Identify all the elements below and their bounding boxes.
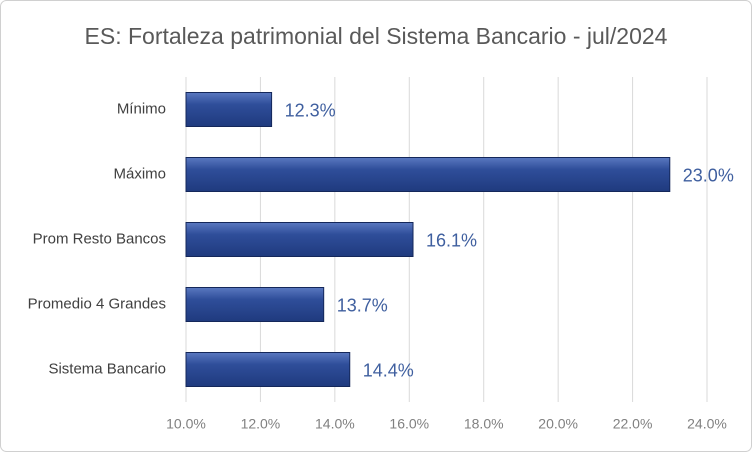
bar: [185, 157, 671, 192]
bar: [185, 287, 325, 322]
x-tick-label: 24.0%: [687, 416, 727, 432]
x-tick-label: 20.0%: [538, 416, 578, 432]
x-tick-label: 22.0%: [613, 416, 653, 432]
x-tick-label: 12.0%: [241, 416, 281, 432]
y-tick-label: Sistema Bancario: [48, 360, 166, 377]
x-tick-label: 16.0%: [389, 416, 429, 432]
chart-title: ES: Fortaleza patrimonial del Sistema Ba…: [85, 23, 668, 49]
y-tick-label: Prom Resto Bancos: [33, 230, 166, 247]
value-label: 23.0%: [683, 165, 734, 185]
x-tick-label: 18.0%: [464, 416, 504, 432]
x-tick-label: 10.0%: [166, 416, 206, 432]
x-tick-label: 14.0%: [315, 416, 355, 432]
value-label: 14.4%: [363, 360, 414, 380]
y-tick-label: Mínimo: [117, 100, 166, 117]
bar: [185, 352, 351, 387]
bar: [185, 92, 273, 127]
value-label: 12.3%: [285, 100, 336, 120]
y-tick-label: Máximo: [113, 165, 166, 182]
y-tick-label: Promedio 4 Grandes: [28, 295, 166, 312]
bar: [185, 222, 414, 257]
value-label: 13.7%: [337, 295, 388, 315]
value-label: 16.1%: [426, 230, 477, 250]
